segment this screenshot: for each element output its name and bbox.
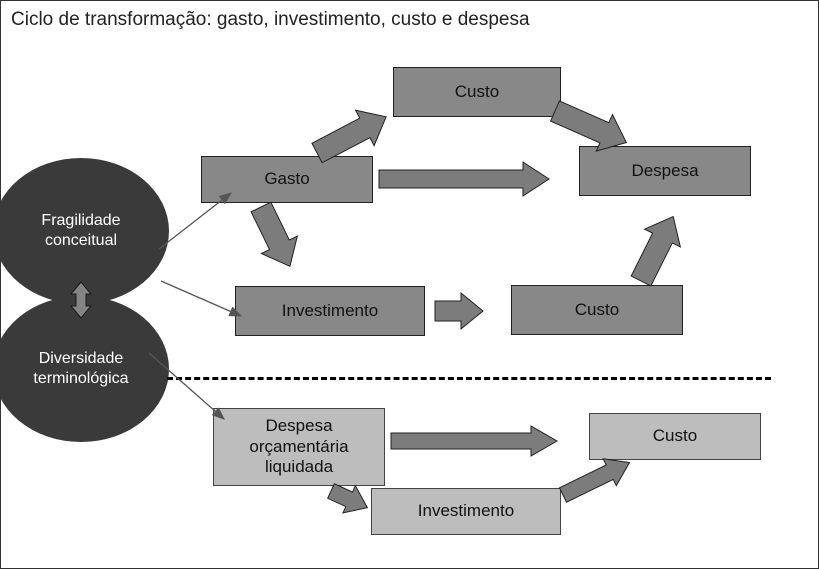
custo-mid-to-despesa-arrow: [623, 208, 691, 290]
box-investimento-2-label: Investimento: [418, 501, 514, 521]
diagram-frame: Ciclo de transformação: gasto, investime…: [0, 0, 819, 569]
box-investimento-1-label: Investimento: [282, 301, 378, 321]
gasto-to-despesa-arrow: [379, 162, 549, 196]
circle-diversidade-label: Diversidadeterminológica: [33, 349, 128, 389]
box-custo-bot-label: Custo: [653, 426, 697, 446]
circle-fragilidade: Fragilidadeconceitual: [0, 158, 169, 304]
despesa-orc-to-custo-bot-arrow: [391, 426, 557, 456]
circle-fragilidade-label: Fragilidadeconceitual: [41, 211, 120, 251]
box-despesa-label: Despesa: [631, 161, 698, 181]
box-investimento-1: Investimento: [235, 286, 425, 336]
diagram-title: Ciclo de transformação: gasto, investime…: [11, 9, 530, 31]
gasto-to-investimento-arrow: [243, 198, 308, 275]
dashed-separator: [167, 377, 771, 380]
box-custo-top: Custo: [393, 67, 561, 117]
box-gasto: Gasto: [201, 156, 373, 203]
box-despesa-orcamentaria: Despesaorçamentárialiquidada: [213, 408, 385, 486]
box-gasto-label: Gasto: [264, 169, 309, 189]
box-despesa-orcamentaria-label: Despesaorçamentárialiquidada: [249, 416, 348, 477]
box-custo-mid: Custo: [511, 285, 683, 335]
from-circles-to-investimento-arrow: [161, 281, 241, 316]
investimento-to-custo-mid-arrow: [435, 293, 483, 329]
box-custo-top-label: Custo: [455, 82, 499, 102]
box-investimento-2: Investimento: [371, 488, 561, 535]
box-custo-bot: Custo: [589, 413, 761, 460]
box-custo-mid-label: Custo: [575, 300, 619, 320]
circle-diversidade: Diversidadeterminológica: [0, 296, 169, 442]
box-despesa: Despesa: [579, 146, 751, 196]
